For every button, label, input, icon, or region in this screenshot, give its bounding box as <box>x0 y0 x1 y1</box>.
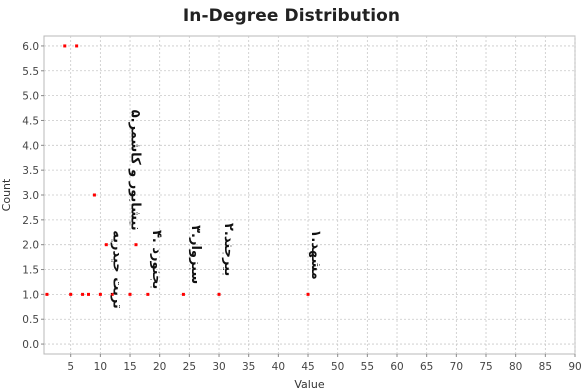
x-tick-label: 45 <box>301 361 314 373</box>
y-tick-label: 0.5 <box>22 314 39 326</box>
data-point <box>92 193 96 197</box>
x-tick-label: 80 <box>509 361 522 373</box>
x-tick-label: 75 <box>479 361 492 373</box>
x-tick-label: 5 <box>67 361 74 373</box>
y-tick-label: 1.0 <box>22 289 39 301</box>
x-tick-label: 50 <box>331 361 344 373</box>
data-point <box>75 44 79 48</box>
data-point <box>134 243 138 247</box>
data-point <box>86 292 90 296</box>
data-point <box>217 292 221 296</box>
x-tick-label: 30 <box>212 361 225 373</box>
y-tick-label: 5.0 <box>22 91 39 103</box>
data-point <box>45 292 49 296</box>
annotation-label: ۴. بجنورد <box>149 230 164 289</box>
data-point <box>146 292 150 296</box>
data-point <box>63 44 67 48</box>
y-tick-label: 3.0 <box>22 190 39 202</box>
y-tick-label: 5.5 <box>22 66 39 78</box>
annotation-label: ۲.بیرجند <box>221 223 236 276</box>
annotation-label: ۳.سبزوار <box>188 225 203 284</box>
x-tick-label: 25 <box>183 361 196 373</box>
x-tick-label: 40 <box>272 361 285 373</box>
data-point <box>181 292 185 296</box>
x-tick-label: 10 <box>94 361 107 373</box>
data-point <box>110 292 114 296</box>
chart-title: In-Degree Distribution <box>182 6 401 26</box>
y-tick-label: 1.5 <box>22 265 39 277</box>
y-tick-label: 6.0 <box>22 41 39 53</box>
data-point <box>128 292 132 296</box>
x-tick-label: 55 <box>361 361 374 373</box>
x-tick-label: 15 <box>123 361 136 373</box>
y-axis-label: Count <box>0 178 13 211</box>
y-tick-label: 4.0 <box>22 140 39 152</box>
x-tick-label: 65 <box>420 361 433 373</box>
y-tick-label: 0.0 <box>22 339 39 351</box>
x-tick-label: 70 <box>450 361 463 373</box>
data-point <box>81 292 85 296</box>
x-tick-label: 90 <box>568 361 581 373</box>
data-point <box>306 292 310 296</box>
y-tick-label: 2.5 <box>22 215 39 227</box>
x-tick-label: 85 <box>539 361 552 373</box>
x-tick-label: 35 <box>242 361 255 373</box>
y-tick-label: 2.0 <box>22 240 39 252</box>
annotation-label: تربت حیدریه <box>109 230 124 309</box>
y-tick-label: 4.5 <box>22 115 39 127</box>
x-tick-label: 20 <box>153 361 166 373</box>
annotation-label: ۱.مشهد <box>308 230 323 280</box>
x-tick-label: 60 <box>390 361 403 373</box>
y-tick-label: 3.5 <box>22 165 39 177</box>
annotation-label: ۵.نیشابور و کاشمر <box>127 110 142 231</box>
x-axis-label: Value <box>294 378 324 391</box>
data-point <box>98 292 102 296</box>
data-point <box>69 292 73 296</box>
data-point <box>104 243 108 247</box>
